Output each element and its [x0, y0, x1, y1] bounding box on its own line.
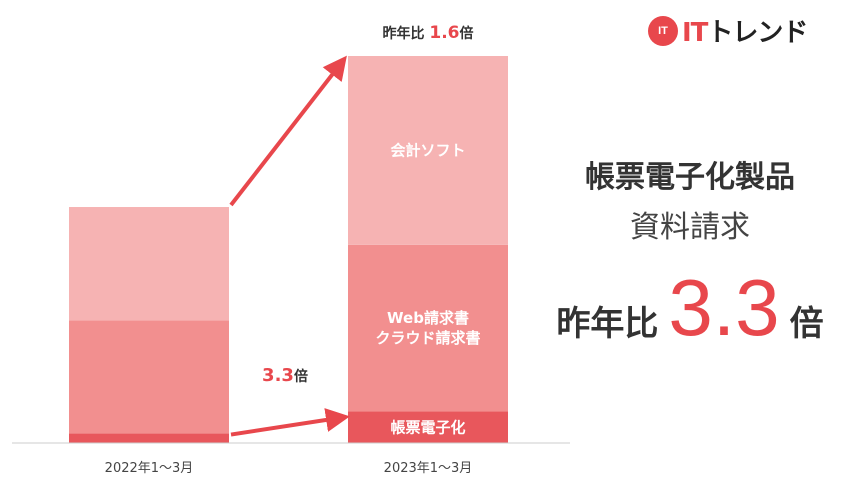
summary-ratio-suffix: 倍: [789, 304, 824, 344]
segment-label-web-cloud-invoice: Web請求書クラウド請求書: [375, 309, 480, 347]
summary-subtitle: 資料請求: [630, 210, 750, 245]
bar-segment-web-cloud-invoice-2023: [348, 244, 508, 412]
growth-arrow-denshika: [230, 408, 350, 437]
annotation-denshika-growth: 3.3倍: [262, 365, 308, 386]
bar-segment-accounting-software-2022: [69, 207, 229, 321]
ittrend-logo: IT ITトレンド: [648, 12, 808, 49]
growth-arrow-total: [229, 55, 347, 207]
x-tick-label-2023: 2023年1～3月: [384, 461, 473, 476]
summary-title: 帳票電子化製品: [585, 160, 795, 195]
logo-mark-icon: IT: [648, 15, 678, 46]
annotation-total-growth: 昨年比 1.6倍: [383, 23, 474, 43]
summary-ratio-prefix: 昨年比: [556, 304, 659, 344]
summary-ratio: 昨年比 3.3 倍: [540, 262, 840, 352]
summary-ratio-value: 3.3: [668, 263, 780, 352]
segment-label-accounting-software: 会計ソフト: [390, 141, 465, 159]
segment-label-denshika: 帳票電子化: [390, 418, 465, 436]
bar-segment-accounting-software-2023: [348, 56, 508, 245]
bar-segment-denshika-2022: [69, 433, 229, 443]
logo-wordmark: ITトレンド: [682, 18, 808, 48]
x-tick-label-2022: 2022年1～3月: [105, 461, 194, 476]
bar-segment-web-cloud-invoice-2022: [69, 320, 229, 434]
bar-segment-denshika-2023: [348, 411, 508, 443]
